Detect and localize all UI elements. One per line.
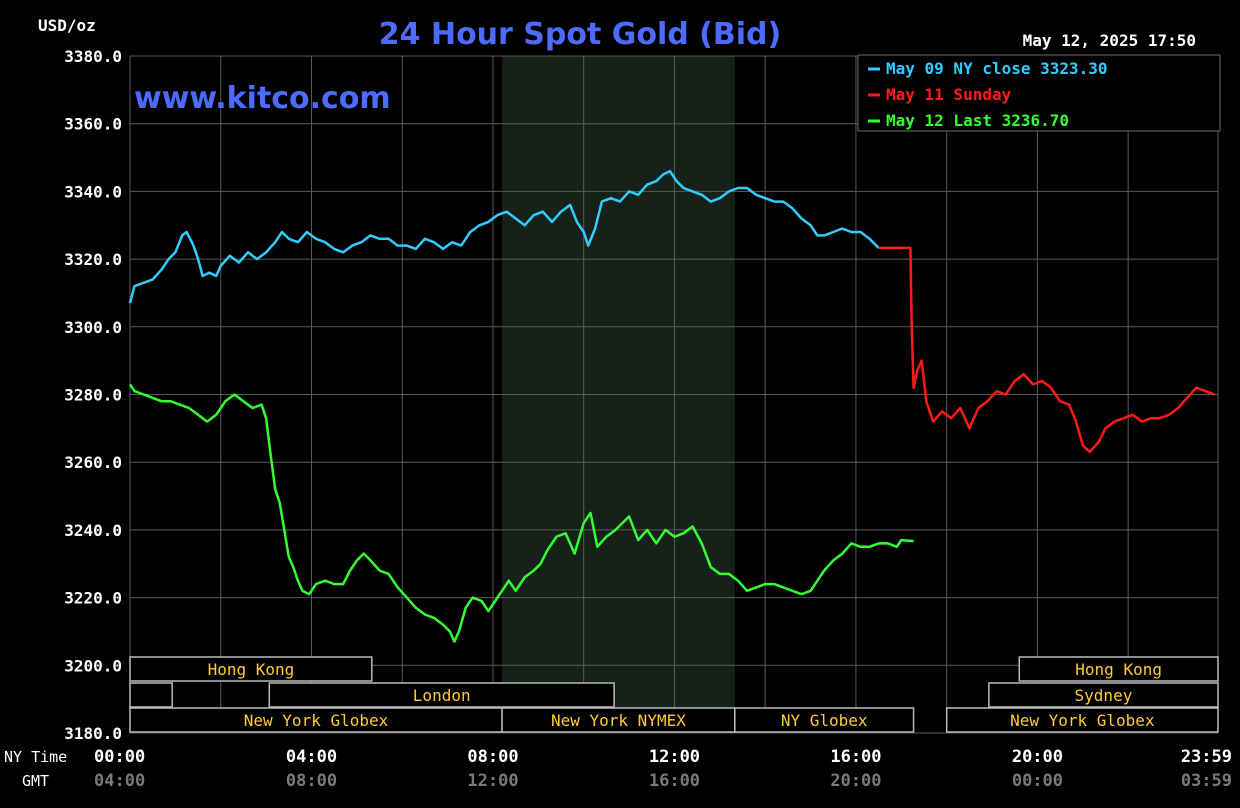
grid [129,55,1219,734]
y-tick-label: 3280.0 [64,386,122,405]
x-axis-ticks: 00:00 04:00 04:00 08:00 08:00 12:00 12:00 16:00… [94,747,1232,791]
session-label: New York Globex [1010,711,1155,730]
series-line-1 [878,246,1215,454]
y-axis-ticks: 3180.0 3200.0 3220.0 3240.0 3260.0 3280.0 3300… [64,47,122,743]
gmt-tick-label: 12:00 [467,771,518,791]
session-box [129,707,503,733]
gmt-label: GMT [22,772,49,790]
y-tick-label: 3360.0 [64,115,122,134]
session-label: NY Globex [781,711,868,730]
y-tick-label: 3340.0 [64,182,122,201]
session-box [1018,656,1219,682]
y-tick-label: 3320.0 [64,250,122,269]
session-label: New York Globex [244,711,389,730]
series-lines [128,169,1215,643]
session-box [268,682,615,708]
chart-title: 24 Hour Spot Gold (Bid) [379,17,781,52]
market-sessions: Hong Kong London New York Globex New York N… [129,656,1219,733]
session-box [988,682,1219,708]
plot-border [129,55,1219,734]
gmt-tick-label: 04:00 [94,771,145,791]
gmt-tick-label: 20:00 [830,771,881,791]
legend-entry-label: May 12 Last 3236.70 [886,111,1069,130]
y-axis-unit: USD/oz [38,16,96,35]
session-label: Hong Kong [1075,660,1162,679]
session-box [945,707,1219,733]
gmt-tick-label: 16:00 [649,771,700,791]
gmt-tick-label: 00:00 [1012,771,1063,791]
x-tick-label: 23:59 [1181,747,1232,767]
legend-entries: May 09 NY close 3323.30 May 11 Sunday May … [868,59,1108,130]
y-tick-label: 3200.0 [64,656,122,675]
session-label: New York NYMEX [551,711,686,730]
gmt-tick-label: 03:59 [1181,771,1232,791]
watermark-url: www.kitco.com [134,81,391,116]
legend: May 09 NY close 3323.30 May 11 Sunday May … [857,54,1221,132]
y-tick-label: 3260.0 [64,453,122,472]
series-line-0 [128,169,880,304]
x-tick-label: 08:00 [467,747,518,767]
legend-entry-label: May 11 Sunday [886,85,1012,104]
x-tick-label: 00:00 [94,747,145,767]
session-label: Hong Kong [208,660,295,679]
x-tick-label: 04:00 [286,747,337,767]
x-tick-label: 12:00 [649,747,700,767]
session-box [129,656,373,682]
series-line-2 [128,383,914,643]
y-tick-label: 3180.0 [64,724,122,743]
y-tick-label: 3240.0 [64,521,122,540]
y-tick-label: 3220.0 [64,589,122,608]
y-tick-label: 3300.0 [64,318,122,337]
session-box [129,682,173,708]
session-label: Sydney [1075,686,1133,705]
legend-box [857,54,1221,132]
x-tick-label: 16:00 [830,747,881,767]
gmt-tick-label: 08:00 [286,771,337,791]
timestamp: May 12, 2025 17:50 [1023,31,1196,50]
session-label: London [413,686,471,705]
x-tick-label: 20:00 [1012,747,1063,767]
ny-time-label: NY Time [4,748,67,766]
legend-entry-label: May 09 NY close 3323.30 [886,59,1108,78]
session-box [734,707,915,733]
y-tick-label: 3380.0 [64,47,122,66]
